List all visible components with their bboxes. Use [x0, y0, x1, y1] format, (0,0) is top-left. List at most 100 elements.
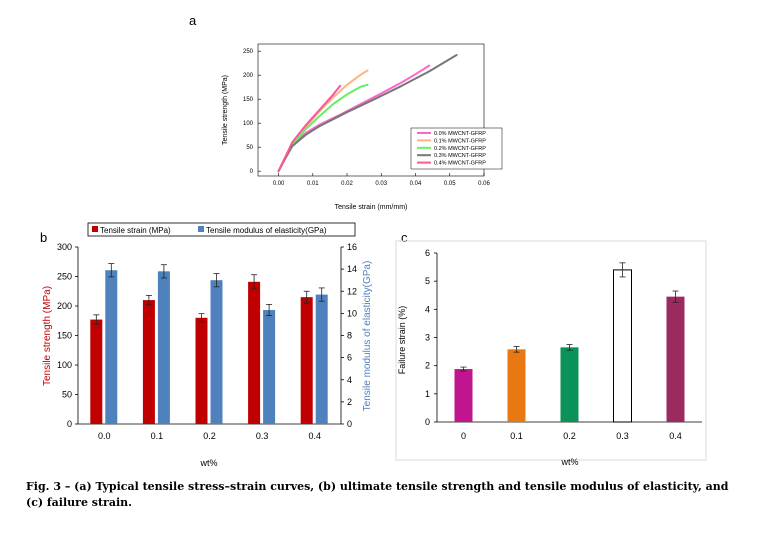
chart-c-bar: [613, 269, 632, 423]
chart-b-right-axis-ticks: 0 2 4 6 8 10 12 14 16: [341, 242, 357, 429]
chart-a-legend-label: 0.0% MWCNT-GFRP: [434, 131, 486, 137]
chart-b-bar: [142, 300, 155, 424]
chart-c-y-tick-label: 3: [425, 333, 430, 343]
chart-b-right-tick-label: 8: [347, 331, 352, 341]
chart-c-y-tick-label: 1: [425, 389, 430, 399]
chart-b-right-tick-label: 12: [347, 286, 357, 296]
chart-a-x-tick-label: 0.05: [444, 181, 456, 187]
chart-c-x-tick-label: 0.2: [563, 431, 576, 441]
chart-c-bars: [454, 262, 685, 423]
chart-b-left-axis-label: Tensile strength (MPa): [42, 286, 53, 386]
chart-c-bar: [507, 349, 526, 422]
chart-a-x-tick-label: 0.04: [410, 181, 422, 187]
chart-a-y-axis-label: Tensile strength (MPa): [222, 75, 229, 145]
chart-b-right-axis-label: Tensile modulus of elasticity(GPa): [362, 261, 373, 412]
chart-b-right-tick-label: 6: [347, 353, 352, 363]
chart-c-x-tick-label: 0.4: [669, 431, 682, 441]
chart-b-legend-box: [87, 222, 356, 237]
chart-a-x-tick-label: 0.03: [375, 181, 387, 187]
chart-b-bar: [90, 319, 103, 424]
chart-c-x-tick-label: 0.1: [510, 431, 523, 441]
chart-b-x-tick-label: 0.2: [203, 431, 216, 441]
chart-c-y-tick-label: 6: [425, 248, 430, 258]
chart-b-bar: [105, 270, 118, 424]
chart-a-legend-label: 0.4% MWCNT-GFRP: [434, 161, 486, 167]
chart-b-bar: [195, 317, 208, 424]
chart-a-x-tick-label: 0.06: [478, 181, 490, 187]
chart-b-bar: [157, 271, 170, 424]
figure-caption: Fig. 3 – (a) Typical tensile stress–stra…: [26, 480, 729, 509]
chart-a-x-tick-label: 0.02: [341, 181, 353, 187]
chart-b-bar: [248, 281, 261, 424]
chart-c-bar: [454, 369, 473, 422]
chart-a-y-tick-label: 0: [250, 169, 254, 175]
chart-b-x-tick-label: 0.0: [98, 431, 111, 441]
chart-a-y-axis: 0 50 100 150 200 250: [243, 49, 261, 175]
chart-a-frame: [257, 43, 485, 177]
chart-b-bar: [210, 280, 223, 424]
chart-b-left-axis-ticks: 0 50 100 150 200 250 300: [57, 242, 78, 429]
chart-b-right-tick-label: 14: [347, 264, 357, 274]
chart-a-legend-label: 0.1% MWCNT-GFRP: [434, 138, 486, 144]
chart-b-right-tick-label: 16: [347, 242, 357, 252]
chart-a-y-tick-label: 200: [243, 73, 254, 79]
chart-b-legend-label-modulus: Tensile modulus of elasticity(GPa): [206, 226, 327, 235]
chart-c-y-tick-label: 5: [425, 276, 430, 286]
chart-a-x-tick-label: 0.00: [273, 181, 285, 187]
chart-a-plot-frame: [257, 43, 485, 177]
chart-a-series-line: [277, 84, 342, 173]
chart-c-bar: [560, 347, 579, 422]
chart-c-bar: [666, 296, 685, 422]
chart-c-y-tick-label: 4: [425, 304, 430, 314]
chart-a-series-lines: [277, 54, 458, 173]
chart-a-y-tick-label: 250: [243, 49, 254, 55]
panel-label-a: a: [189, 13, 197, 28]
chart-b-bar: [300, 297, 313, 424]
chart-a-series-line: [277, 54, 458, 173]
chart-b-left-tick-label: 100: [57, 360, 72, 370]
chart-c-x-axis-label: wt%: [560, 457, 578, 467]
chart-b-right-tick-label: 10: [347, 308, 357, 318]
chart-a-x-axis: 0.00 0.01 0.02 0.03 0.04 0.05 0.06: [273, 173, 490, 187]
chart-c-y-tick-label: 2: [425, 361, 430, 371]
chart-c-border: [395, 240, 707, 461]
chart-c-y-tick-label: 0: [425, 417, 430, 427]
chart-b-bar: [315, 294, 328, 424]
chart-b-left-tick-label: 0: [67, 419, 72, 429]
panel-label-b: b: [40, 230, 48, 245]
chart-b-legend-label-strength: Tensile strain (MPa): [100, 226, 171, 235]
chart-b-x-tick-label: 0.4: [308, 431, 321, 441]
chart-b-bars: [90, 263, 328, 424]
chart-b-x-axis-ticks: 0.0 0.1 0.2 0.3 0.4: [98, 431, 321, 441]
chart-c-x-tick-label: 0: [461, 431, 466, 441]
chart-a-legend-label: 0.3% MWCNT-GFRP: [434, 153, 486, 159]
chart-b-left-tick-label: 250: [57, 272, 72, 282]
chart-a-y-tick-label: 150: [243, 97, 254, 103]
chart-a-y-tick-label: 100: [243, 121, 254, 127]
chart-b-right-tick-label: 2: [347, 397, 352, 407]
chart-c-y-axis-ticks: 0 1 2 3 4 5 6: [425, 248, 437, 427]
chart-b-right-tick-label: 0: [347, 419, 352, 429]
chart-b-x-axis-label: wt%: [199, 458, 217, 468]
chart-b-left-tick-label: 300: [57, 242, 72, 252]
chart-b-right-tick-label: 4: [347, 375, 352, 385]
chart-b-legend-swatch-modulus: [198, 226, 204, 232]
chart-b-left-tick-label: 200: [57, 301, 72, 311]
chart-c-x-tick-label: 0.3: [616, 431, 629, 441]
chart-b-legend: Tensile strain (MPa) Tensile modulus of …: [87, 222, 356, 237]
chart-b-left-tick-label: 150: [57, 331, 72, 341]
chart-b-x-tick-label: 0.3: [256, 431, 269, 441]
chart-b-x-tick-label: 0.1: [151, 431, 164, 441]
chart-b-legend-swatch-strength: [92, 226, 98, 232]
chart-c-y-axis-label: Failure strain (%): [397, 306, 407, 375]
chart-c-x-axis-ticks: 0 0.1 0.2 0.3 0.4: [461, 431, 682, 441]
panel-label-c: c: [401, 230, 408, 245]
chart-a-x-axis-label: Tensile strain (mm/mm): [335, 204, 408, 211]
chart-a-y-tick-label: 50: [246, 145, 253, 151]
chart-b-left-tick-label: 50: [62, 390, 72, 400]
